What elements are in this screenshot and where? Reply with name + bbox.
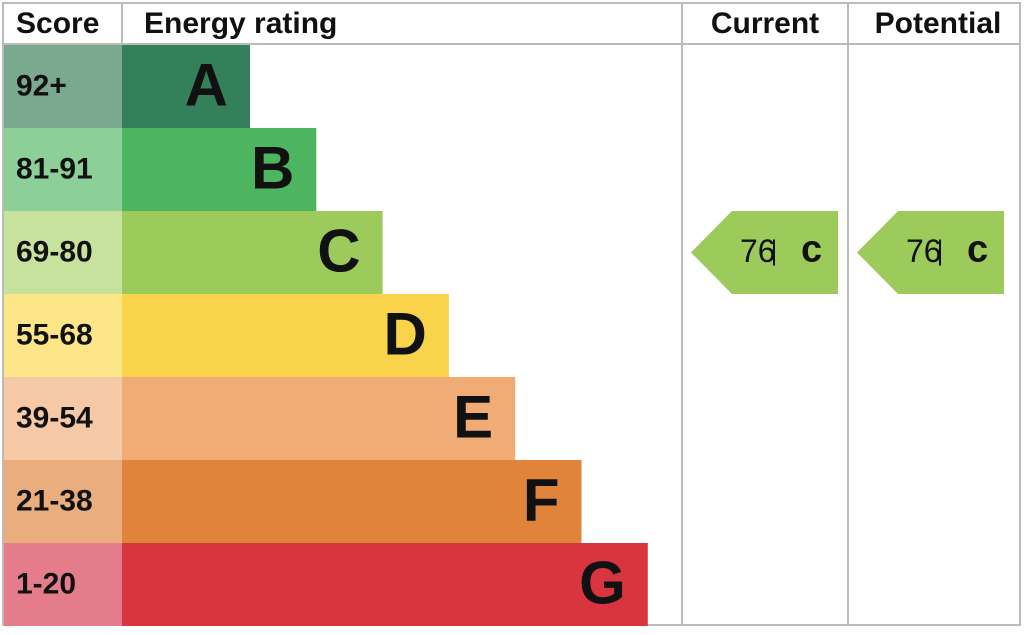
rating-bar [122, 460, 582, 543]
score-label: 21-38 [16, 484, 93, 517]
score-label: 81-91 [16, 152, 93, 185]
score-cell [4, 543, 122, 626]
rating-arrow [857, 211, 1004, 294]
score-cell [4, 294, 122, 377]
rating-bar [122, 211, 383, 294]
rating-letter: D [384, 300, 427, 367]
header-rating: Energy rating [144, 7, 337, 40]
header-potential: Potential [875, 7, 1002, 40]
rating-letter-small: c [801, 229, 822, 271]
rating-letter: B [251, 134, 294, 201]
score-cell [4, 45, 122, 128]
rating-bar [122, 128, 317, 211]
score-label: 1-20 [16, 567, 76, 600]
header-score: Score [16, 7, 99, 40]
score-label: 55-68 [16, 318, 93, 351]
rating-letter: A [185, 51, 228, 118]
rating-bar [122, 543, 648, 626]
header-current: Current [711, 7, 819, 40]
rating-bar [122, 377, 516, 460]
rating-value: 76 [906, 233, 942, 269]
score-cell [4, 128, 122, 211]
score-label: 69-80 [16, 235, 93, 268]
rating-letter-small: c [967, 229, 988, 271]
score-cell [4, 377, 122, 460]
rating-bar [122, 294, 449, 377]
rating-letter: E [453, 383, 493, 450]
rating-bar [122, 45, 250, 128]
rating-value: 76 [740, 233, 776, 269]
rating-arrow [691, 211, 838, 294]
score-cell [4, 460, 122, 543]
rating-letter: G [579, 549, 626, 616]
score-label: 92+ [16, 69, 67, 102]
rating-letter: C [317, 217, 360, 284]
rating-letter: F [523, 466, 560, 533]
score-label: 39-54 [16, 401, 93, 434]
score-cell [4, 211, 122, 294]
